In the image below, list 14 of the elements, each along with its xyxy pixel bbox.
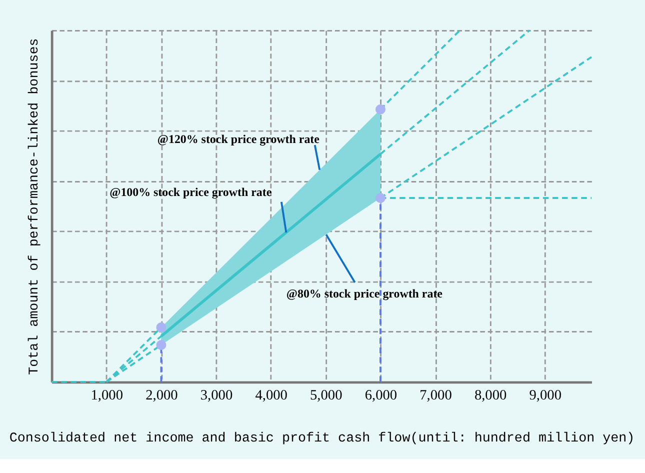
annotation: @100% stock price growth rate: [110, 185, 272, 200]
x-tick-label: 9,000: [529, 388, 562, 404]
x-tick-label: 7,000: [420, 388, 452, 404]
x-axis-title: Consolidated net income and basic profit cash flow(until: hundred million yen): [9, 432, 635, 447]
x-tick-label: 4,000: [255, 388, 288, 404]
x-tick-label: 5,000: [310, 388, 342, 404]
x-tick-label: 3,000: [200, 388, 233, 404]
x-tick-label: 8,000: [474, 388, 507, 404]
x-tick-label: 6,000: [364, 388, 398, 404]
annotation: @80% stock price growth rate: [286, 286, 442, 301]
y-axis-title: Total amount of performance-linked bonuses: [28, 38, 43, 375]
x-tick-label: 1,000: [90, 388, 124, 404]
x-tick-label: 2,000: [146, 388, 178, 404]
annotation: @120% stock price growth rate: [157, 132, 320, 146]
